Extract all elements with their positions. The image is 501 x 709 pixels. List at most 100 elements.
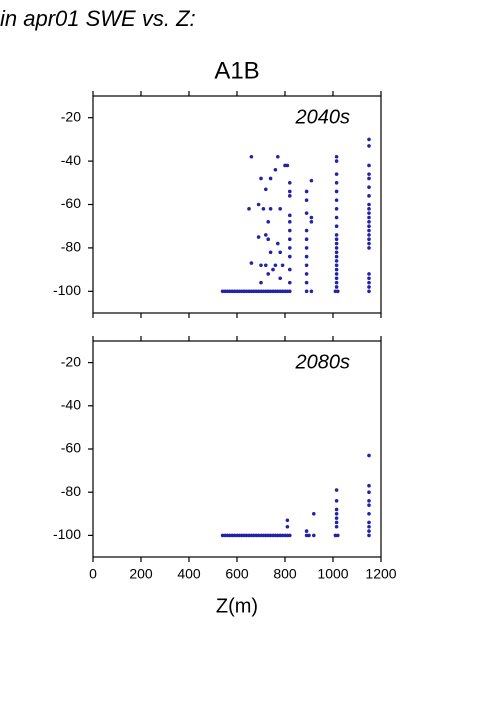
data-point: [367, 524, 371, 529]
data-point: [256, 202, 261, 207]
data-point: [367, 272, 371, 276]
data-point: [304, 529, 309, 533]
data-point: [334, 246, 339, 250]
data-point: [268, 250, 273, 255]
data-point: [367, 233, 371, 237]
x-tick-label: 800: [273, 566, 297, 582]
data-point: [312, 512, 316, 516]
y-tick-label: -40: [61, 152, 81, 168]
data-point: [367, 224, 371, 228]
data-point: [367, 211, 371, 215]
x-tick-label: 1000: [317, 566, 348, 582]
data-point: [288, 533, 292, 538]
data-point: [367, 202, 371, 207]
x-axis-label: Z(m): [216, 595, 258, 617]
data-point: [288, 254, 292, 259]
data-point: [367, 453, 371, 458]
data-point: [334, 172, 339, 176]
data-point: [256, 235, 261, 239]
data-point: [249, 154, 254, 159]
data-point: [336, 289, 340, 294]
plot-frame: [92, 95, 382, 314]
data-point: [304, 289, 309, 294]
data-point: [367, 529, 371, 533]
y-tick-label: -40: [61, 397, 81, 413]
y-tick-label: -80: [61, 239, 81, 255]
data-point: [367, 276, 371, 281]
data-point: [288, 237, 292, 242]
page-title: in apr01 SWE vs. Z:: [0, 6, 196, 31]
data-point: [367, 144, 371, 148]
data-point: [367, 285, 371, 289]
data-point: [264, 263, 268, 268]
data-point: [367, 163, 371, 168]
data-point: [334, 207, 339, 211]
data-point: [309, 215, 314, 220]
data-point: [278, 207, 283, 211]
data-point: [334, 198, 339, 202]
data-point: [367, 512, 371, 516]
y-tick-label: -60: [61, 195, 81, 211]
y-tick-label: -100: [53, 282, 81, 298]
data-point: [334, 224, 339, 228]
data-point: [334, 520, 339, 525]
y-tick-label: -80: [61, 483, 81, 499]
data-point: [285, 163, 290, 168]
data-point: [367, 176, 371, 181]
x-tick-label: 0: [89, 566, 97, 582]
data-point: [367, 533, 371, 538]
data-point: [273, 263, 278, 268]
data-point: [278, 250, 283, 255]
data-point: [334, 267, 339, 272]
data-point: [273, 167, 278, 172]
data-point: [288, 189, 292, 194]
data-point: [288, 220, 292, 224]
data-point: [334, 516, 339, 520]
data-point: [307, 533, 311, 538]
y-tick-label: -60: [61, 440, 81, 456]
x-tick-label: 600: [225, 566, 249, 582]
data-point: [288, 194, 292, 198]
data-point: [288, 289, 292, 294]
data-point: [304, 272, 309, 276]
data-point: [309, 178, 314, 183]
data-point: [334, 507, 339, 512]
data-point: [367, 228, 371, 233]
data-point: [304, 198, 309, 202]
data-point: [249, 261, 254, 265]
data-point: [334, 285, 339, 289]
y-tick-label: -100: [53, 526, 81, 542]
data-point: [334, 159, 339, 163]
data-point: [367, 207, 371, 211]
data-point: [367, 137, 371, 142]
data-point: [288, 246, 292, 250]
data-point: [288, 228, 292, 233]
data-point: [268, 207, 273, 211]
data-point: [367, 246, 371, 250]
data-point: [334, 259, 339, 263]
data-point: [304, 211, 309, 215]
plot-frame: [92, 340, 382, 558]
data-point: [367, 503, 371, 507]
y-tick-label: -20: [61, 353, 81, 369]
data-point: [304, 280, 309, 285]
data-point: [264, 187, 268, 192]
data-point: [367, 280, 371, 285]
data-point: [367, 499, 371, 503]
data-point: [334, 154, 339, 159]
data-point: [259, 263, 263, 268]
data-point: [367, 241, 371, 246]
x-tick-label: 400: [177, 566, 201, 582]
data-point: [247, 207, 251, 211]
data-point: [268, 176, 273, 181]
data-point: [367, 237, 371, 242]
data-point: [261, 207, 266, 211]
data-point: [259, 280, 263, 285]
data-point: [304, 254, 309, 259]
y-tick-label: -20: [61, 108, 81, 124]
data-point: [336, 533, 340, 538]
data-point: [334, 241, 339, 246]
data-point: [288, 181, 292, 185]
